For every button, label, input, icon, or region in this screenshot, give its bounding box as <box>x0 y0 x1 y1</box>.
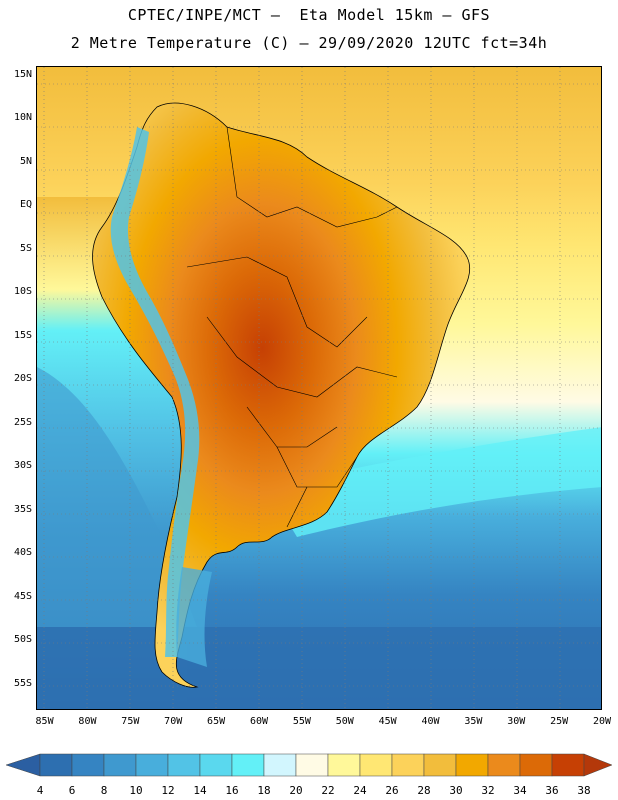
colorbar-tick-label: 22 <box>321 784 335 797</box>
title-line-2: 2 Metre Temperature (C) – 29/09/2020 12U… <box>70 34 548 52</box>
lon-label: 50W <box>335 716 354 727</box>
colorbar-tick-label: 6 <box>68 784 76 797</box>
colorbar-tick-label: 8 <box>100 784 108 797</box>
colorbar-swatch <box>391 753 425 777</box>
colorbar-tick-label: 14 <box>193 784 207 797</box>
lat-label: 5S <box>19 242 32 254</box>
colorbar-swatch <box>199 753 233 777</box>
south-america-land <box>92 102 471 688</box>
temperature-map <box>37 67 601 709</box>
colorbar-tick-label: 26 <box>385 784 399 797</box>
lon-label: 45W <box>378 716 397 727</box>
colorbar-tick-label: 10 <box>129 784 143 797</box>
colorbar <box>5 753 613 777</box>
colorbar-high-arrow <box>583 753 613 777</box>
lon-label: 25W <box>550 716 569 727</box>
map-frame <box>36 66 602 710</box>
lat-label: 50S <box>13 634 32 646</box>
colorbar-swatch <box>455 753 489 777</box>
colorbar-tick-label: 24 <box>353 784 367 797</box>
colorbar-tick-label: 38 <box>577 784 591 797</box>
colorbar-swatch <box>551 753 585 777</box>
colorbar-swatch <box>295 753 329 777</box>
lat-label: 20S <box>13 373 32 385</box>
lat-label: 25S <box>13 416 32 428</box>
colorbar-swatch <box>359 753 393 777</box>
colorbar-swatch <box>487 753 521 777</box>
atlantic-warm-band <box>267 427 601 537</box>
lat-label: 40S <box>13 547 32 559</box>
colorbar-tick-label: 36 <box>545 784 559 797</box>
lat-label: 15S <box>13 329 32 341</box>
lat-label: 35S <box>13 503 32 515</box>
lon-label: 70W <box>164 716 183 727</box>
lon-label: 60W <box>249 716 268 727</box>
lon-label: 55W <box>292 716 311 727</box>
colorbar-tick-label: 20 <box>289 784 303 797</box>
colorbar-low-arrow <box>5 753 41 777</box>
colorbar-tick-label: 34 <box>513 784 527 797</box>
colorbar-swatch <box>71 753 105 777</box>
lat-label: 10S <box>13 286 32 298</box>
title-line-1: CPTEC/INPE/MCT – Eta Model 15km – GFS <box>127 6 491 24</box>
colorbar-swatch <box>231 753 265 777</box>
colorbar-tick-label: 4 <box>36 784 44 797</box>
lat-label: 15N <box>13 68 32 80</box>
patagonia-cool <box>176 567 212 667</box>
lat-label: 45S <box>13 590 32 602</box>
colorbar-tick-label: 18 <box>257 784 271 797</box>
colorbar-swatch <box>39 753 73 777</box>
lon-label: 20W <box>592 716 612 727</box>
lon-label: 40W <box>421 716 440 727</box>
colorbar-swatch <box>263 753 297 777</box>
gridlines <box>37 67 601 709</box>
lon-label: 30W <box>507 716 526 727</box>
colorbar-swatch <box>519 753 553 777</box>
colorbar-swatch <box>327 753 361 777</box>
colorbar-tick-label: 16 <box>225 784 239 797</box>
pacific-cool-band <box>37 367 197 627</box>
colorbar-swatch <box>135 753 169 777</box>
andes-cool-strip <box>110 127 200 657</box>
lon-label: 75W <box>121 716 140 727</box>
lat-label: 10N <box>13 112 32 124</box>
lon-label: 65W <box>207 716 226 727</box>
colorbar-tick-label: 12 <box>161 784 175 797</box>
lon-label: 80W <box>78 716 97 727</box>
colorbar-tick-label: 32 <box>481 784 495 797</box>
colorbar-swatch <box>167 753 201 777</box>
lat-label: 30S <box>13 460 32 472</box>
lat-label: EQ <box>19 199 32 211</box>
colorbar-swatch <box>103 753 137 777</box>
lon-label: 35W <box>464 716 483 727</box>
colorbar-swatch <box>423 753 457 777</box>
lon-label: 85W <box>35 716 54 727</box>
lat-label: 55S <box>13 677 32 689</box>
lat-label: 5N <box>19 155 32 167</box>
colorbar-tick-label: 28 <box>417 784 431 797</box>
colorbar-tick-label: 30 <box>449 784 463 797</box>
